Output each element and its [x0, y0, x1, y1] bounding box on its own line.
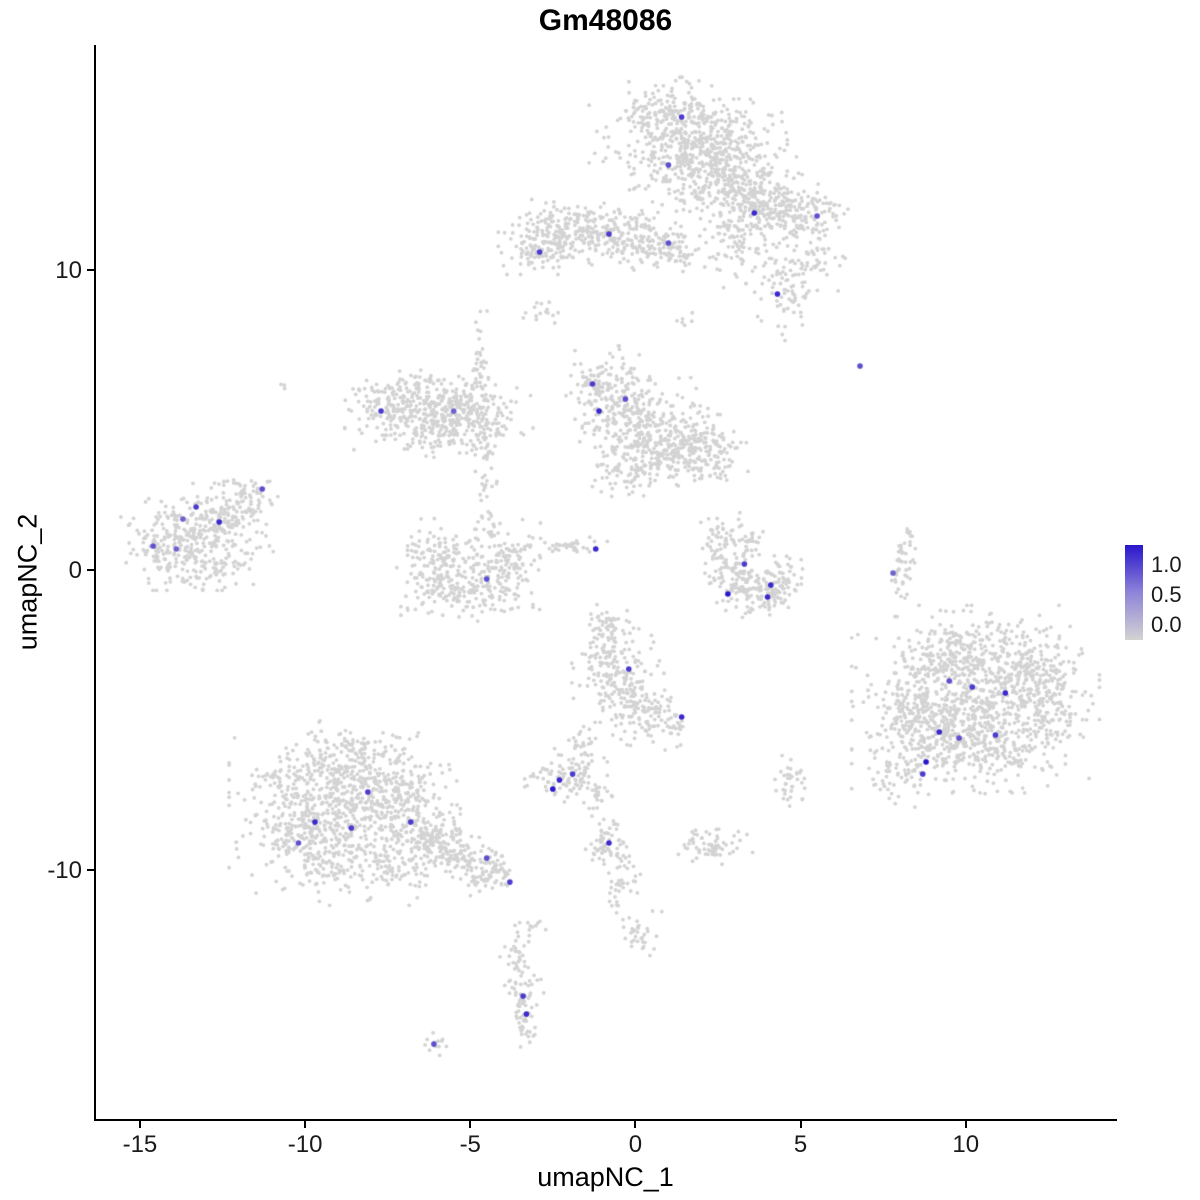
- x-tick-mark: [304, 1121, 307, 1128]
- x-tick-label: -5: [459, 1131, 481, 1158]
- legend-label-mid: 0.5: [1151, 582, 1182, 607]
- x-axis-line: [94, 1119, 1117, 1121]
- plot-title: Gm48086: [538, 4, 673, 37]
- x-axis-title: umapNC_1: [537, 1162, 674, 1192]
- x-tick-mark: [799, 1121, 802, 1128]
- y-tick-mark: [87, 869, 94, 872]
- y-tick-mark: [87, 569, 94, 572]
- y-tick-label: 0: [68, 557, 82, 585]
- y-tick-label: -10: [47, 857, 82, 885]
- legend-gradient-bar: [1125, 545, 1143, 640]
- y-axis-title: umapNC_2: [12, 513, 43, 651]
- color-legend: 1.0 0.5 0.0: [1125, 545, 1200, 645]
- x-tick-label: 10: [952, 1131, 980, 1158]
- legend-label-high: 1.0: [1151, 552, 1182, 577]
- y-tick-mark: [87, 269, 94, 272]
- y-tick-label: 10: [55, 257, 82, 285]
- x-tick-label: -10: [287, 1131, 323, 1158]
- x-tick-mark: [964, 1121, 967, 1128]
- x-tick-label: -15: [122, 1131, 158, 1158]
- y-axis-line: [94, 45, 96, 1121]
- x-tick-mark: [138, 1121, 141, 1128]
- legend-label-low: 0.0: [1151, 612, 1182, 637]
- x-tick-label: 5: [793, 1131, 808, 1158]
- x-tick-mark: [634, 1121, 637, 1128]
- x-tick-mark: [469, 1121, 472, 1128]
- x-tick-label: 0: [628, 1131, 643, 1158]
